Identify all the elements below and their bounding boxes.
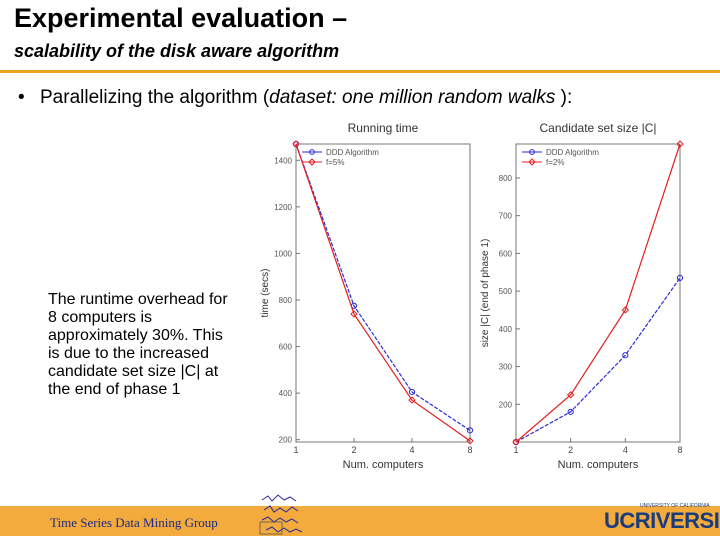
x-tick-label: 2 (568, 445, 573, 455)
x-tick-label: 4 (623, 445, 628, 455)
legend-label: f=2% (546, 158, 564, 167)
footer-band (0, 506, 720, 536)
data-point (512, 438, 520, 446)
x-tick-label: 8 (677, 445, 682, 455)
y-tick-label: 700 (499, 212, 513, 221)
y-tick-label: 800 (279, 296, 293, 305)
legend-label: DDD Algorithm (326, 148, 379, 157)
x-tick-label: 1 (513, 445, 518, 455)
y-tick-label: 1400 (274, 156, 292, 165)
y-tick-label: 400 (279, 389, 293, 398)
y-tick-label: 200 (279, 436, 293, 445)
bullet-suffix: ): (555, 87, 573, 108)
data-point (292, 140, 300, 148)
y-axis-label: time (secs) (260, 269, 271, 318)
bullet-dataset: dataset: one million random walks (269, 87, 556, 108)
series-line (515, 277, 681, 443)
y-tick-label: 600 (279, 343, 293, 352)
data-point (621, 306, 630, 314)
y-tick-label: 1200 (274, 203, 292, 212)
ucr-logo: UCRIVERSIDE (604, 506, 720, 536)
y-tick-label: 400 (499, 325, 513, 334)
series-line (295, 143, 471, 442)
title-divider (0, 70, 720, 73)
x-tick-label: 4 (409, 445, 414, 455)
data-point (566, 391, 575, 399)
legend-marker (309, 149, 315, 155)
y-tick-label: 600 (499, 249, 513, 258)
data-point (350, 310, 358, 318)
data-point (567, 408, 574, 415)
bullet-prefix: Parallelizing the algorithm ( (40, 87, 270, 108)
bullet-symbol: • (18, 87, 25, 108)
x-axis-label: Num. computers (558, 459, 639, 471)
ucr-logo-small-text: UNIVERSITY OF CALIFORNIA (640, 503, 710, 509)
data-point (408, 388, 416, 396)
slide-title: Experimental evaluation – (14, 3, 348, 33)
legend-marker (308, 158, 316, 166)
time-series-logo-icon (259, 494, 303, 535)
y-axis-label: size |C| (end of phase 1) (480, 239, 491, 348)
y-tick-label: 200 (499, 400, 513, 409)
data-point (408, 396, 416, 404)
y-tick-label: 300 (499, 363, 513, 372)
plot-frame (515, 143, 681, 443)
data-point (676, 140, 684, 148)
data-point (466, 427, 474, 434)
runtime-note: The runtime overhead for 8 computers is … (48, 291, 228, 398)
legend-label: f=5% (326, 158, 344, 167)
data-point (466, 437, 474, 445)
chart-title: Running time (348, 121, 419, 135)
series-line (295, 143, 471, 431)
x-axis-label: Num. computers (343, 459, 424, 471)
y-tick-label: 1000 (274, 249, 292, 258)
ucr-logo-uc: UC (604, 508, 635, 533)
legend-label: DDD Algorithm (546, 148, 599, 157)
y-tick-label: 500 (499, 287, 513, 296)
data-point (676, 274, 684, 282)
slide-subtitle: scalability of the disk aware algorithm (14, 41, 340, 61)
chart-title: Candidate set size |C| (540, 121, 657, 135)
x-tick-label: 1 (293, 445, 298, 455)
bullet-point: • Parallelizing the algorithm (dataset: o… (18, 86, 572, 110)
series-line (515, 143, 681, 443)
x-tick-label: 8 (467, 445, 472, 455)
y-tick-label: 800 (499, 174, 513, 183)
running-time-chart: Running time 200 400 600 800 1000 1200 1400 1 2 4 8… (260, 121, 474, 471)
data-point (622, 352, 629, 359)
footer-group-name: Time Series Data Mining Group (50, 515, 218, 530)
plot-frame (295, 143, 471, 443)
ucr-logo-riverside: RIVERSIDE (634, 508, 720, 533)
legend-marker (529, 149, 535, 155)
candidate-size-chart: Candidate set size |C| 200 300 400 500 600 700… (480, 121, 684, 471)
legend-marker (528, 158, 536, 166)
x-tick-label: 2 (351, 445, 356, 455)
